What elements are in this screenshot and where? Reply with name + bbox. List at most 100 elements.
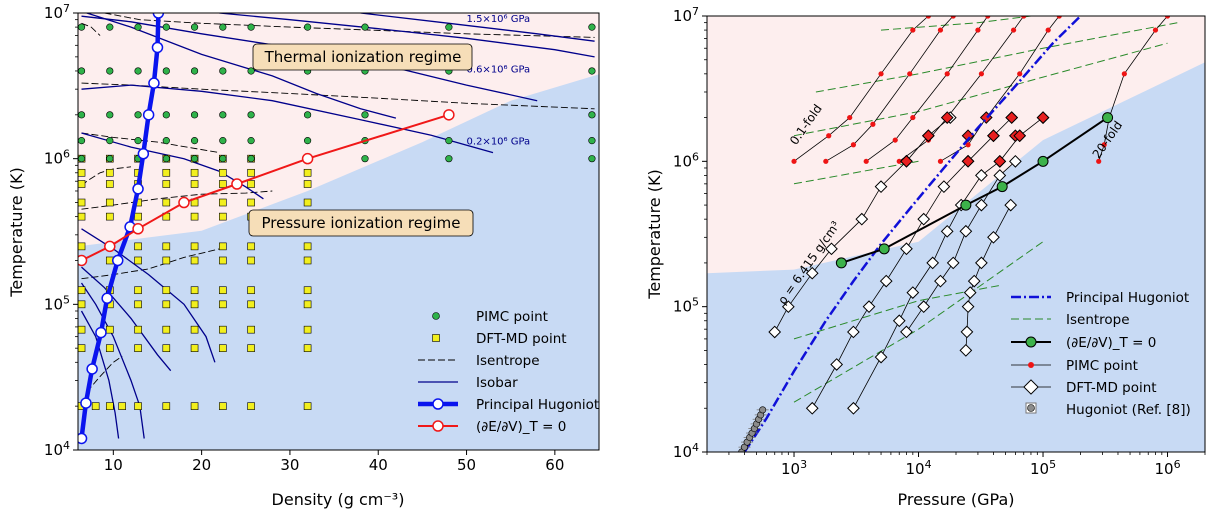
left-pimc-point — [106, 155, 114, 163]
left-pimc-point — [219, 155, 227, 163]
left-dft-point — [303, 180, 312, 188]
left-dft-point — [78, 180, 86, 188]
right-dedv-point — [1102, 112, 1114, 124]
right-pimc-point — [978, 71, 985, 77]
right-pimc-line — [865, 16, 989, 162]
right-dft-point — [1009, 154, 1022, 168]
left-dft-point — [190, 402, 199, 410]
left-dft-point — [134, 325, 142, 334]
left-pimc-point — [247, 23, 255, 31]
left-axes-frame — [77, 12, 600, 451]
left-pimc-point — [162, 67, 170, 75]
left-pimc-point — [78, 23, 86, 31]
left-pimc-point — [219, 137, 227, 145]
thermal-regime-text: Thermal ionization regime — [264, 48, 462, 66]
right-dft-point — [879, 274, 893, 288]
left-dft-point — [134, 286, 142, 295]
left-dft-point — [303, 256, 312, 265]
left-dft-point — [190, 344, 199, 352]
right-pimc-point — [1056, 16, 1062, 19]
right-isentrope-line — [793, 42, 1168, 137]
left-pimc-point — [190, 67, 199, 75]
left-pimc-point — [162, 23, 170, 31]
left-dft-point — [219, 256, 227, 265]
right-x-tick-label: 103 — [781, 458, 807, 479]
left-pimc-point — [190, 23, 199, 31]
left-dft-point — [162, 242, 171, 251]
left-dft-point — [303, 168, 312, 177]
left-hugoniot-point — [78, 432, 88, 445]
left-hugoniot-point — [151, 41, 164, 54]
right-dft-lines — [768, 111, 1050, 415]
right-dft-point — [959, 344, 973, 357]
right-x-tick-label: 104 — [905, 458, 931, 479]
left-dft-point — [219, 180, 227, 188]
left-dft-point — [247, 344, 255, 352]
svg-text:Principal Hugoniot: Principal Hugoniot — [1066, 290, 1189, 306]
left-pimc-point — [134, 67, 142, 75]
right-dft-point — [926, 256, 940, 270]
legend-right-pimc: PIMC point — [1011, 358, 1138, 374]
right-pimc-line — [793, 16, 929, 162]
left-dft-point — [162, 256, 171, 265]
left-pimc-point — [219, 23, 227, 31]
pressure-regime-label: Pressure ionization regime — [248, 209, 474, 237]
left-dedv-point — [104, 240, 116, 253]
left-isobar-line — [219, 13, 595, 58]
right-pimc-point — [1101, 142, 1107, 148]
left-dft-point — [219, 242, 227, 251]
legend-right-dft: DFT-MD point — [1011, 379, 1157, 396]
right-dedv-point — [878, 243, 890, 255]
left-hugoniot-point — [152, 13, 165, 19]
left-pimc-point — [190, 137, 199, 145]
left-dft-point — [105, 325, 114, 334]
left-y-tick-label: 104 — [44, 439, 70, 460]
right-dft-point — [960, 325, 974, 339]
left-hugoniot-point — [132, 183, 144, 195]
left-x-tick-label: 50 — [457, 456, 476, 474]
right-pimc-point — [870, 121, 876, 127]
right-pimc-point — [937, 158, 944, 164]
left-pimc-point — [445, 137, 453, 145]
left-isobar-line — [86, 13, 397, 119]
left-dft-point — [162, 325, 171, 334]
right-y-tick-label: 107 — [673, 5, 699, 26]
left-y-ticks: 104 105 106 107 — [44, 2, 78, 460]
left-isobar-line — [81, 84, 494, 154]
left-dft-point — [303, 344, 312, 352]
left-dedv-point — [443, 109, 455, 121]
left-hugoniot-point — [111, 254, 124, 267]
right-dft-point — [940, 224, 954, 238]
right-pimc-line — [940, 16, 1060, 162]
left-dft-point — [78, 198, 86, 207]
left-pimc-point — [303, 111, 312, 119]
left-dft-point — [162, 300, 171, 309]
left-x-tick-label: 40 — [369, 456, 388, 474]
left-dft-point — [219, 198, 227, 207]
right-ref8-point — [759, 406, 767, 414]
left-hugoniot-series — [78, 13, 165, 445]
right-pimc-point — [791, 158, 797, 164]
left-pimc-point — [106, 67, 114, 75]
left-dft-point — [134, 212, 142, 221]
right-pimc-point — [950, 16, 956, 19]
left-dedv-point — [78, 254, 88, 267]
legend-left-dedv: (∂E/∂V)_T = 0 — [418, 419, 566, 435]
left-dft-point — [134, 344, 142, 352]
left-dft-point — [78, 325, 86, 334]
right-pimc-point — [878, 71, 884, 77]
left-dft-point — [162, 402, 171, 410]
left-pimc-point — [162, 137, 170, 145]
left-dft-point — [162, 286, 171, 295]
legend-right-ref8: Hugoniot (Ref. [8]) — [1025, 402, 1191, 418]
left-hugoniot-point — [80, 397, 92, 409]
left-pimc-point — [588, 137, 596, 145]
right-pimc-line — [825, 16, 954, 162]
svg-text:Hugoniot (Ref. [8]): Hugoniot (Ref. [8]) — [1066, 402, 1191, 418]
left-isobar-label: 1.5×10⁶ GPa — [467, 14, 531, 25]
left-pimc-point — [588, 111, 596, 119]
legend-left-dft: DFT-MD point — [432, 331, 567, 347]
right-dft-point — [855, 212, 869, 226]
pressure-regime-text: Pressure ionization regime — [262, 214, 461, 232]
